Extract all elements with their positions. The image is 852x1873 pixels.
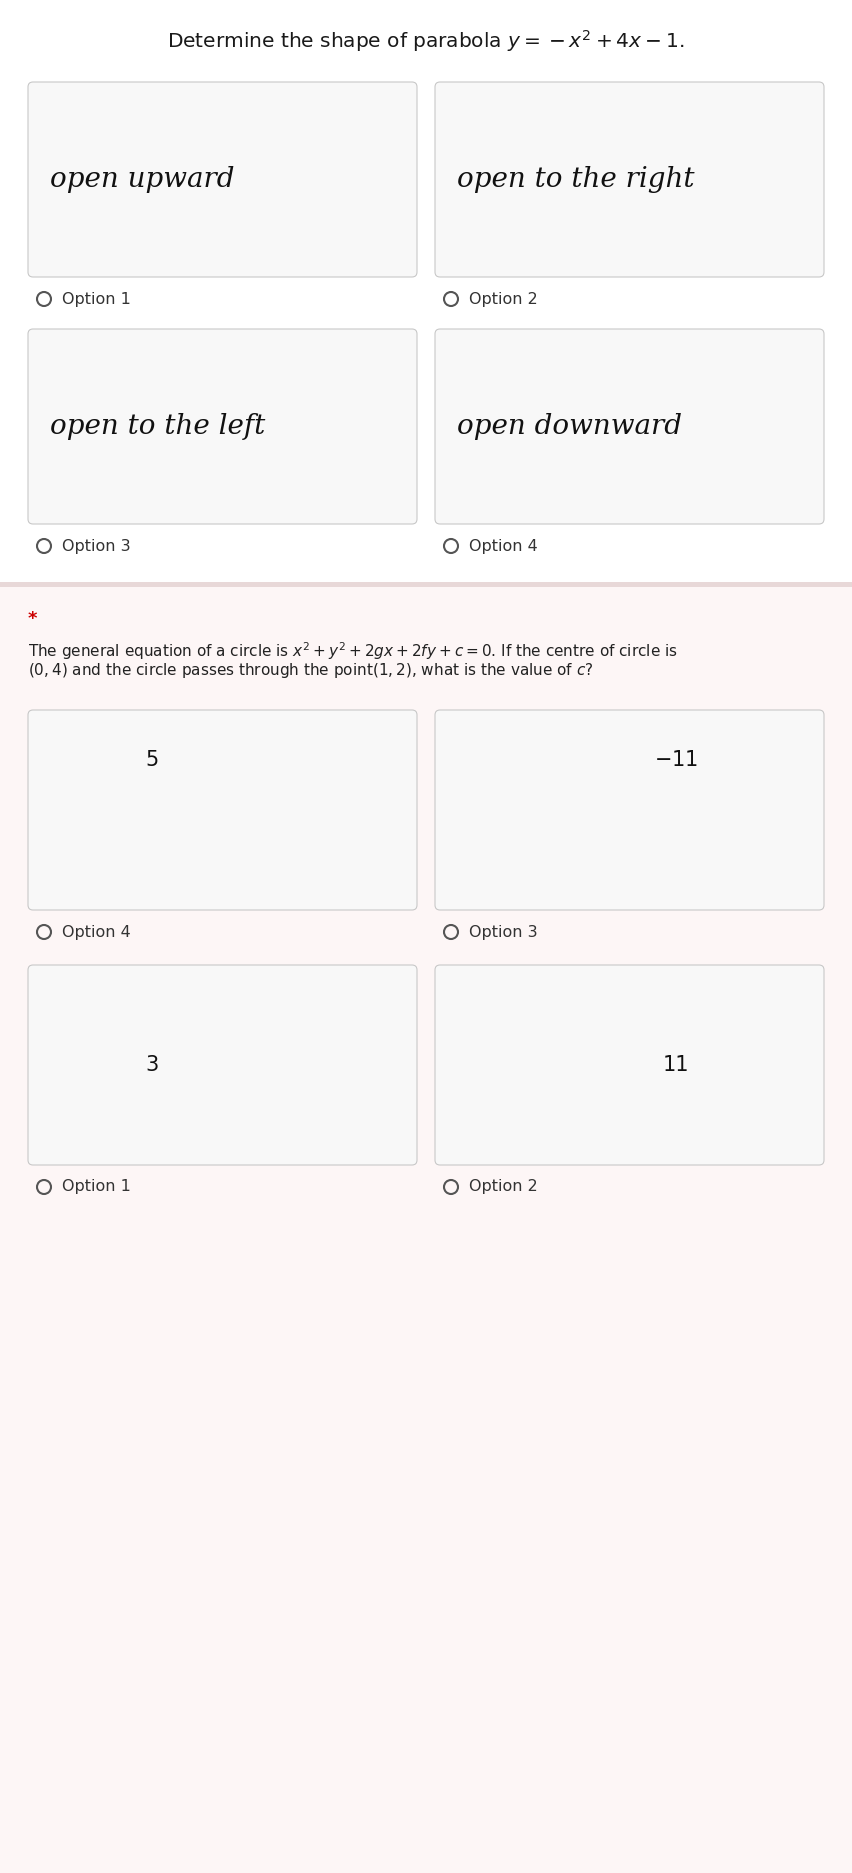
Text: $(0,4)$ and the circle passes through the point$(1,2)$, what is the value of $c$: $(0,4)$ and the circle passes through th… [28, 661, 594, 680]
Text: Option 4: Option 4 [469, 539, 538, 554]
Text: Option 4: Option 4 [62, 925, 130, 940]
FancyBboxPatch shape [28, 330, 417, 524]
FancyBboxPatch shape [435, 330, 824, 524]
Text: The general equation of a circle is $x^{2}+y^{2}+2gx+2fy+c=0$. If the centre of : The general equation of a circle is $x^{… [28, 641, 678, 661]
Text: Option 3: Option 3 [62, 539, 130, 554]
Bar [0, 583, 852, 586]
Text: open to the left: open to the left [50, 414, 265, 440]
Text: 3: 3 [146, 1054, 159, 1075]
FancyBboxPatch shape [435, 82, 824, 277]
FancyBboxPatch shape [28, 82, 417, 277]
FancyBboxPatch shape [435, 710, 824, 910]
Text: Option 3: Option 3 [469, 925, 538, 940]
Text: Option 2: Option 2 [469, 292, 538, 307]
Text: Determine the shape of parabola $y=-x^{2}+4x-1$.: Determine the shape of parabola $y=-x^{2… [167, 28, 685, 54]
Bar [0, 586, 852, 1873]
Text: $-11$: $-11$ [654, 749, 699, 770]
Text: 11: 11 [663, 1054, 689, 1075]
Text: Option 2: Option 2 [469, 1180, 538, 1195]
FancyBboxPatch shape [435, 965, 824, 1165]
FancyBboxPatch shape [28, 710, 417, 910]
Text: open to the right: open to the right [457, 167, 694, 193]
Text: *: * [28, 611, 37, 627]
Text: open downward: open downward [457, 414, 682, 440]
Text: Option 1: Option 1 [62, 1180, 131, 1195]
Bar [0, 0, 852, 583]
Text: Option 1: Option 1 [62, 292, 131, 307]
FancyBboxPatch shape [28, 965, 417, 1165]
Text: open upward: open upward [50, 167, 234, 193]
Text: 5: 5 [146, 749, 159, 770]
